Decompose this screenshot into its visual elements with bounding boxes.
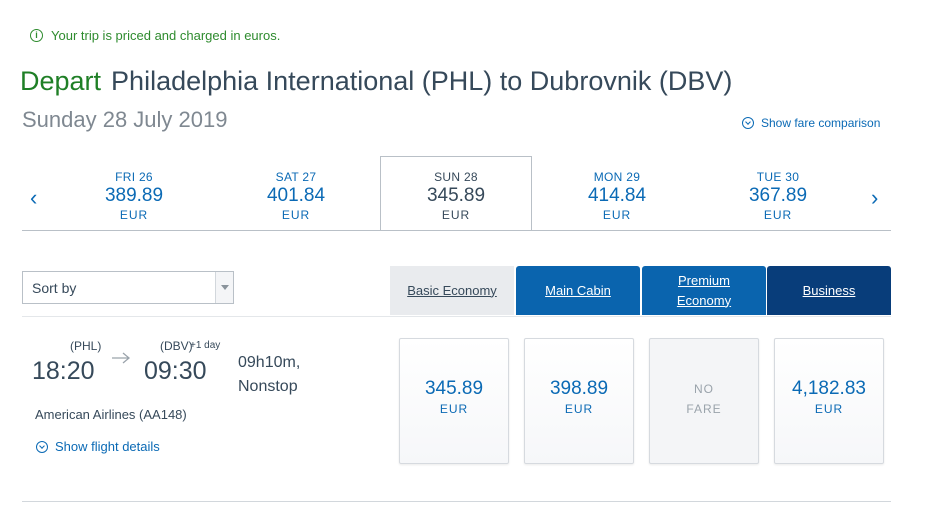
fare-amount: 4,182.83: [792, 378, 866, 399]
date-day: SUN 28: [434, 170, 478, 184]
tab-business[interactable]: Business: [767, 266, 891, 315]
sort-by-select[interactable]: Sort by: [22, 271, 234, 304]
date-price: 401.84: [266, 185, 326, 206]
page-title: Depart Philadelphia International (PHL) t…: [20, 66, 732, 97]
date-option-tue-30[interactable]: TUE 30 367.89 EUR: [713, 170, 843, 222]
date-currency: EUR: [441, 208, 471, 222]
fare-basic-economy-button[interactable]: 345.89 EUR: [399, 338, 509, 464]
date-option-sun-28[interactable]: SUN 28 345.89 EUR: [391, 170, 521, 222]
date-price: 367.89: [748, 185, 808, 206]
next-day-indicator: +1 day: [190, 340, 221, 351]
cut-off-heading: [128, 0, 188, 2]
date-currency: EUR: [119, 208, 149, 222]
arrival-time: 09:30: [144, 357, 207, 385]
date-price: 345.89: [426, 185, 486, 206]
stops-text: Nonstop: [238, 378, 298, 395]
origin-code: (PHL): [70, 339, 102, 353]
duration-text: 09h10m,: [238, 354, 301, 371]
date-day: TUE 30: [756, 170, 800, 184]
date-currency: EUR: [281, 208, 311, 222]
next-dates-arrow-icon[interactable]: ›: [871, 185, 879, 210]
tab-main-cabin[interactable]: Main Cabin: [516, 266, 640, 315]
fare-amount: 345.89: [424, 378, 484, 399]
date-day: MON 29: [593, 170, 641, 184]
travel-date: Sunday 28 July 2019: [22, 107, 228, 132]
pricing-notice: i Your trip is priced and charged in eur…: [30, 28, 280, 43]
no-fare-line1: NO: [694, 382, 714, 396]
fare-main-cabin-button[interactable]: 398.89 EUR: [524, 338, 634, 464]
tab-basic-economy[interactable]: Basic Economy: [390, 266, 514, 315]
date-day: SAT 27: [275, 170, 317, 184]
chevron-down-icon: [215, 272, 233, 303]
date-bar-divider: [22, 230, 891, 231]
tab-premium-economy[interactable]: Premium Economy: [642, 266, 766, 315]
previous-dates-arrow-icon[interactable]: ‹: [30, 185, 38, 210]
flight-duration: 09h10m, Nonstop: [238, 351, 300, 399]
tab-label: Business: [802, 282, 856, 298]
tab-label: Basic Economy: [407, 282, 497, 298]
fare-premium-economy-unavailable: NO FARE: [649, 338, 759, 464]
fare-currency: EUR: [814, 402, 844, 416]
pricing-notice-text: Your trip is priced and charged in euros…: [51, 28, 281, 43]
tab-label: Main Cabin: [545, 282, 611, 298]
date-currency: EUR: [602, 208, 632, 222]
departure-time: 18:20: [32, 357, 95, 385]
date-currency: EUR: [763, 208, 793, 222]
airline-flight-number: American Airlines (AA148): [35, 407, 187, 422]
tab-label-line2: Economy: [676, 292, 732, 308]
fare-amount: 398.89: [549, 378, 609, 399]
date-day: FRI 26: [115, 170, 153, 184]
row-divider: [22, 501, 891, 502]
info-icon: i: [30, 29, 43, 42]
show-fare-comparison-link[interactable]: Show fare comparison: [742, 116, 880, 130]
date-option-mon-29[interactable]: MON 29 414.84 EUR: [552, 170, 682, 222]
selected-date-tab-frame: [380, 156, 532, 231]
route-label: Philadelphia International (PHL) to Dubr…: [111, 66, 733, 96]
chevron-down-icon: [36, 440, 48, 453]
flight-details-label: Show flight details: [55, 439, 160, 454]
no-fare-line2: FARE: [686, 402, 722, 416]
fare-currency: EUR: [439, 402, 469, 416]
depart-label: Depart: [20, 66, 102, 96]
date-option-sat-27[interactable]: SAT 27 401.84 EUR: [231, 170, 361, 222]
show-flight-details-link[interactable]: Show flight details: [36, 439, 160, 454]
fare-comparison-label: Show fare comparison: [761, 116, 881, 130]
arrow-right-icon: [112, 352, 131, 364]
tab-label-line1: Premium: [677, 272, 730, 288]
date-price: 389.89: [104, 185, 164, 206]
fare-business-button[interactable]: 4,182.83 EUR: [774, 338, 884, 464]
destination-code: (DBV): [160, 339, 193, 353]
results-divider: [22, 316, 891, 317]
fare-currency: EUR: [564, 402, 594, 416]
sort-by-label: Sort by: [32, 280, 77, 296]
chevron-down-icon: [742, 117, 754, 129]
date-option-fri-26[interactable]: FRI 26 389.89 EUR: [69, 170, 199, 222]
tab-label: Premium Economy: [677, 271, 731, 311]
date-price: 414.84: [587, 185, 647, 206]
